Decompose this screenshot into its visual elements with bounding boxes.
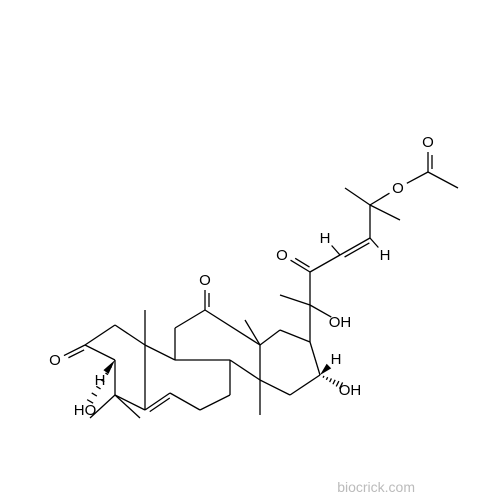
atom-label: O <box>199 272 211 289</box>
atom-label: O <box>422 134 434 151</box>
atom-label: H <box>320 230 331 247</box>
watermark-text: biocrick.com <box>337 479 415 495</box>
atom-label: O <box>392 180 404 197</box>
atom-label: H <box>95 372 106 389</box>
atom-label: HO <box>74 402 97 419</box>
atom-label: H <box>331 351 342 368</box>
atom-label: O <box>276 247 288 264</box>
atom-label: O <box>49 352 61 369</box>
atom-label: H <box>380 247 391 264</box>
molecule-diagram: OOHHOOHOHHOOHOH biocrick.com <box>0 0 500 500</box>
atom-label: OH <box>339 382 362 399</box>
atom-label: OH <box>329 314 352 331</box>
labels-layer: OOHHOOHOHHOOHOH <box>49 134 434 419</box>
